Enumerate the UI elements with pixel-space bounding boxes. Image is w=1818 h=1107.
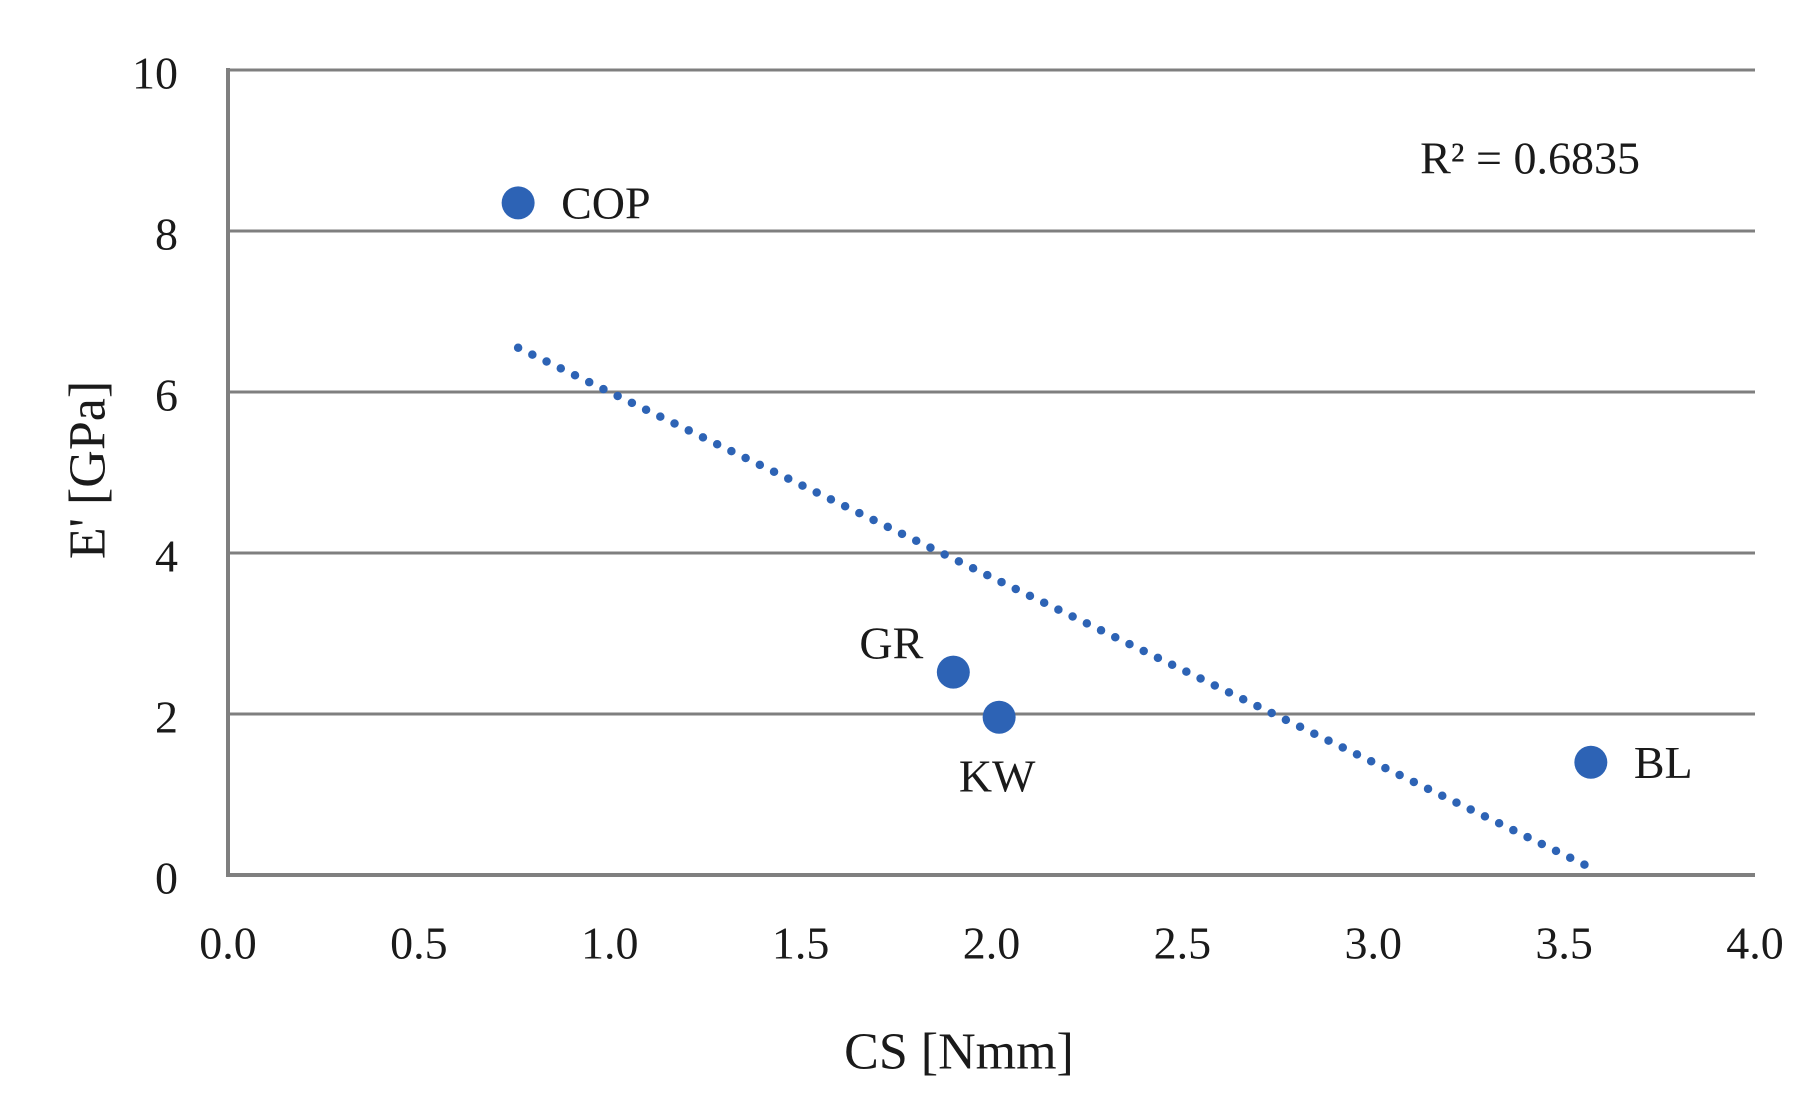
y-tick-label-4: 4 [155,531,178,582]
y-tick-label-10: 10 [132,48,178,99]
data-point-kw [982,700,1016,734]
x-axis-title: CS [Nmm] [844,1023,1074,1081]
data-point-label-bl: BL [1634,737,1693,788]
y-axis-title: E' [GPa] [59,380,117,560]
r-squared-annotation: R² = 0.6835 [1420,132,1640,184]
data-point-label-cop: COP [561,177,650,228]
x-tick-label-2.5: 2.5 [1154,918,1212,969]
x-tick-label-3.0: 3.0 [1345,918,1403,969]
x-tick-label-0.5: 0.5 [390,918,448,969]
y-tick-label-2: 2 [155,692,178,743]
x-tick-label-2.0: 2.0 [963,918,1021,969]
x-tick-label-4.0: 4.0 [1726,918,1784,969]
y-tick-label-6: 6 [155,370,178,421]
data-point-bl [1574,745,1608,779]
data-point-label-kw: KW [959,751,1036,802]
y-tick-label-0: 0 [155,853,178,904]
x-tick-label-3.5: 3.5 [1535,918,1593,969]
x-tick-label-1.5: 1.5 [772,918,830,969]
x-tick-label-0.0: 0.0 [199,918,257,969]
trendline [513,343,1596,873]
y-tick-label-8: 8 [155,209,178,260]
data-point-gr [936,655,970,689]
data-point-cop [501,186,535,220]
data-point-label-gr: GR [859,618,923,669]
x-tick-label-1.0: 1.0 [581,918,639,969]
